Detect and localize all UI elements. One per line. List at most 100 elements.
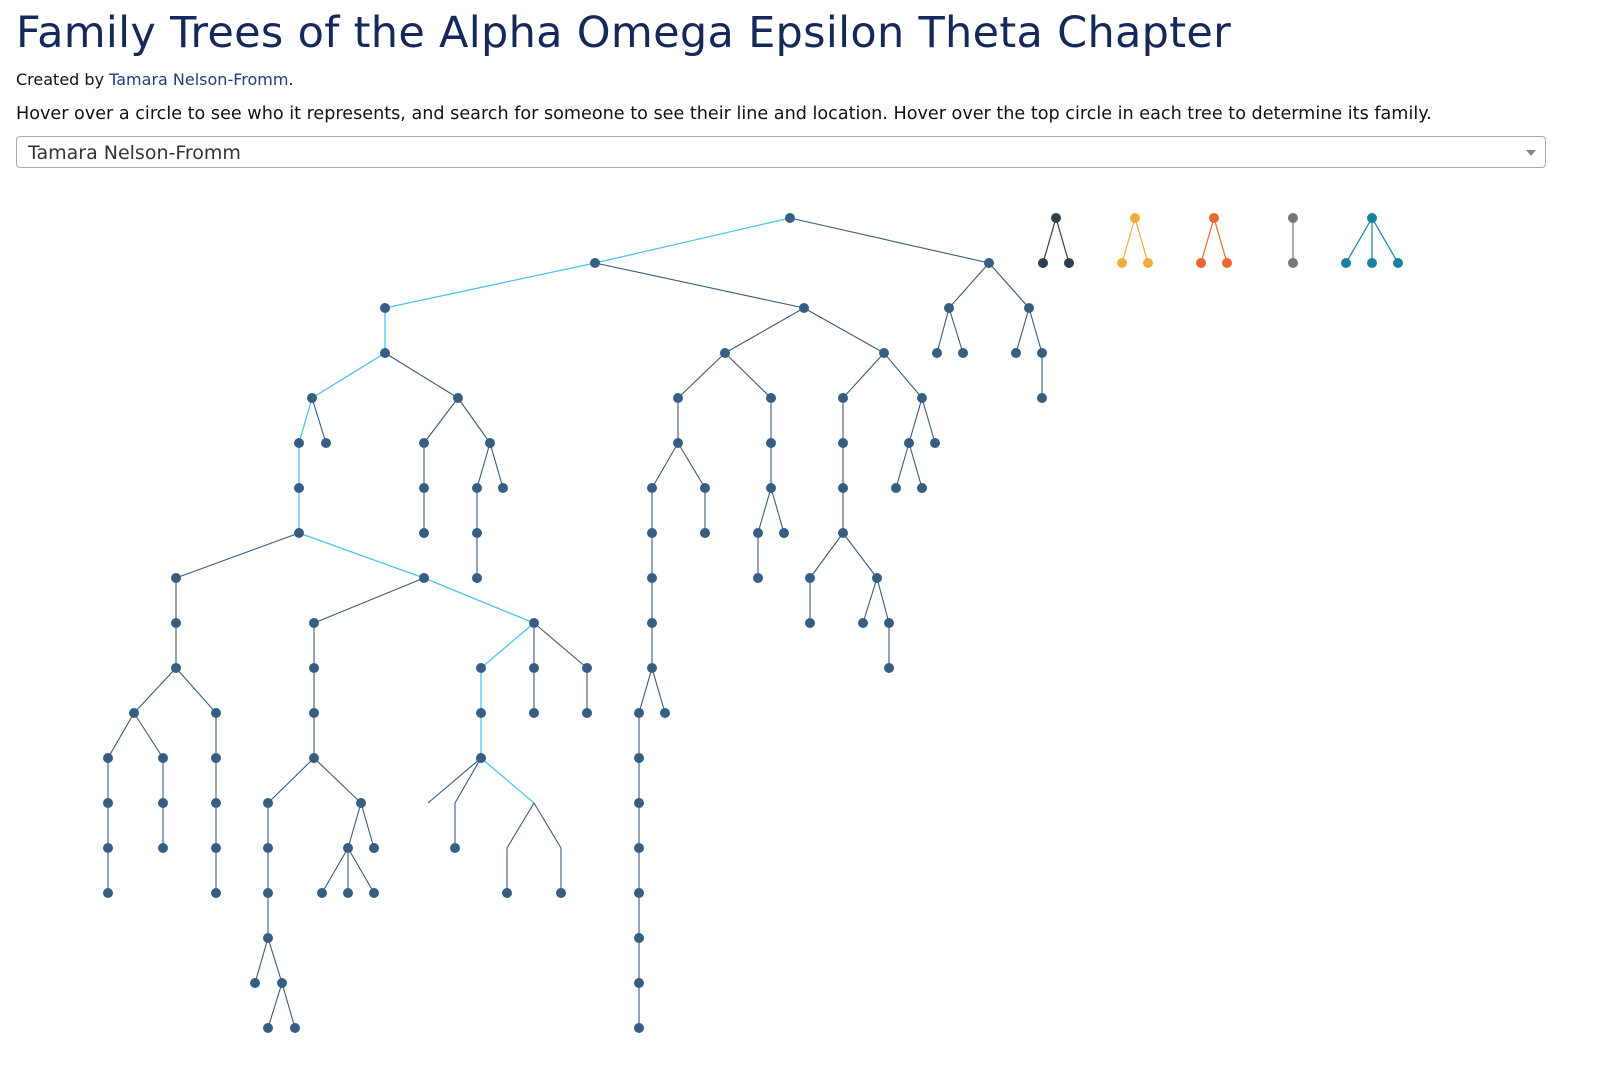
member-node[interactable]: [529, 708, 539, 718]
member-node[interactable]: [805, 573, 815, 583]
member-node[interactable]: [944, 303, 954, 313]
member-node[interactable]: [343, 888, 353, 898]
member-node[interactable]: [1024, 303, 1034, 313]
member-node[interactable]: [263, 933, 273, 943]
member-node[interactable]: [294, 438, 304, 448]
member-node[interactable]: [984, 258, 994, 268]
member-node[interactable]: [211, 888, 221, 898]
member-node[interactable]: [838, 438, 848, 448]
member-node[interactable]: [1037, 348, 1047, 358]
member-node[interactable]: [309, 708, 319, 718]
author-link[interactable]: Tamara Nelson-Fromm: [109, 70, 289, 89]
member-node[interactable]: [263, 1023, 273, 1033]
member-node[interactable]: [634, 708, 644, 718]
family-icon-node[interactable]: [1367, 213, 1377, 223]
member-node[interactable]: [720, 348, 730, 358]
member-node[interactable]: [476, 708, 486, 718]
member-node[interactable]: [211, 708, 221, 718]
member-node[interactable]: [700, 528, 710, 538]
member-node[interactable]: [634, 843, 644, 853]
member-node[interactable]: [838, 528, 848, 538]
member-node[interactable]: [647, 483, 657, 493]
family-tree-icon[interactable]: [1196, 213, 1232, 268]
member-node[interactable]: [529, 618, 539, 628]
member-node[interactable]: [263, 843, 273, 853]
member-node[interactable]: [103, 843, 113, 853]
member-node[interactable]: [673, 393, 683, 403]
member-node[interactable]: [309, 753, 319, 763]
family-tree-icon[interactable]: [1117, 213, 1153, 268]
member-node[interactable]: [419, 573, 429, 583]
member-node[interactable]: [419, 483, 429, 493]
member-node[interactable]: [582, 708, 592, 718]
member-node[interactable]: [472, 573, 482, 583]
member-node[interactable]: [872, 573, 882, 583]
member-node[interactable]: [343, 843, 353, 853]
member-node[interactable]: [753, 528, 763, 538]
member-node[interactable]: [766, 393, 776, 403]
member-node[interactable]: [838, 393, 848, 403]
member-node[interactable]: [380, 303, 390, 313]
member-node[interactable]: [369, 888, 379, 898]
member-node[interactable]: [805, 618, 815, 628]
family-icon-node[interactable]: [1367, 258, 1377, 268]
family-icon-node[interactable]: [1196, 258, 1206, 268]
member-node[interactable]: [211, 798, 221, 808]
member-node[interactable]: [917, 483, 927, 493]
member-node[interactable]: [307, 393, 317, 403]
member-node[interactable]: [211, 753, 221, 763]
member-node[interactable]: [879, 348, 889, 358]
member-node[interactable]: [502, 888, 512, 898]
member-node[interactable]: [211, 843, 221, 853]
member-node[interactable]: [294, 483, 304, 493]
member-node[interactable]: [309, 618, 319, 628]
member-node[interactable]: [309, 663, 319, 673]
member-node[interactable]: [634, 888, 644, 898]
member-node[interactable]: [556, 888, 566, 898]
member-node[interactable]: [277, 978, 287, 988]
member-node[interactable]: [838, 483, 848, 493]
family-icon-node[interactable]: [1038, 258, 1048, 268]
member-node[interactable]: [647, 573, 657, 583]
member-node[interactable]: [453, 393, 463, 403]
member-node[interactable]: [634, 1023, 644, 1033]
family-icon-node[interactable]: [1143, 258, 1153, 268]
member-node[interactable]: [263, 798, 273, 808]
member-node[interactable]: [171, 618, 181, 628]
member-node[interactable]: [779, 528, 789, 538]
family-icon-node[interactable]: [1222, 258, 1232, 268]
member-node[interactable]: [1011, 348, 1021, 358]
member-node[interactable]: [263, 888, 273, 898]
member-node[interactable]: [766, 483, 776, 493]
member-node[interactable]: [476, 663, 486, 673]
member-node[interactable]: [158, 843, 168, 853]
member-node[interactable]: [380, 348, 390, 358]
member-node[interactable]: [884, 663, 894, 673]
member-node[interactable]: [799, 303, 809, 313]
member-node[interactable]: [590, 258, 600, 268]
member-node[interactable]: [634, 798, 644, 808]
member-node[interactable]: [498, 483, 508, 493]
member-node[interactable]: [700, 483, 710, 493]
member-node[interactable]: [321, 438, 331, 448]
family-icon-node[interactable]: [1341, 258, 1351, 268]
family-icon-node[interactable]: [1288, 213, 1298, 223]
member-node[interactable]: [317, 888, 327, 898]
family-icon-node[interactable]: [1288, 258, 1298, 268]
member-node[interactable]: [673, 438, 683, 448]
member-node[interactable]: [958, 348, 968, 358]
family-icon-node[interactable]: [1393, 258, 1403, 268]
member-node[interactable]: [158, 798, 168, 808]
member-node[interactable]: [634, 933, 644, 943]
member-node[interactable]: [634, 978, 644, 988]
member-node[interactable]: [419, 528, 429, 538]
family-tree-icon[interactable]: [1288, 213, 1298, 268]
family-tree-icon[interactable]: [1341, 213, 1403, 268]
member-node[interactable]: [785, 213, 795, 223]
member-node[interactable]: [103, 888, 113, 898]
member-node[interactable]: [891, 483, 901, 493]
member-node[interactable]: [419, 438, 429, 448]
member-node[interactable]: [290, 1023, 300, 1033]
member-node[interactable]: [917, 393, 927, 403]
member-node[interactable]: [766, 438, 776, 448]
